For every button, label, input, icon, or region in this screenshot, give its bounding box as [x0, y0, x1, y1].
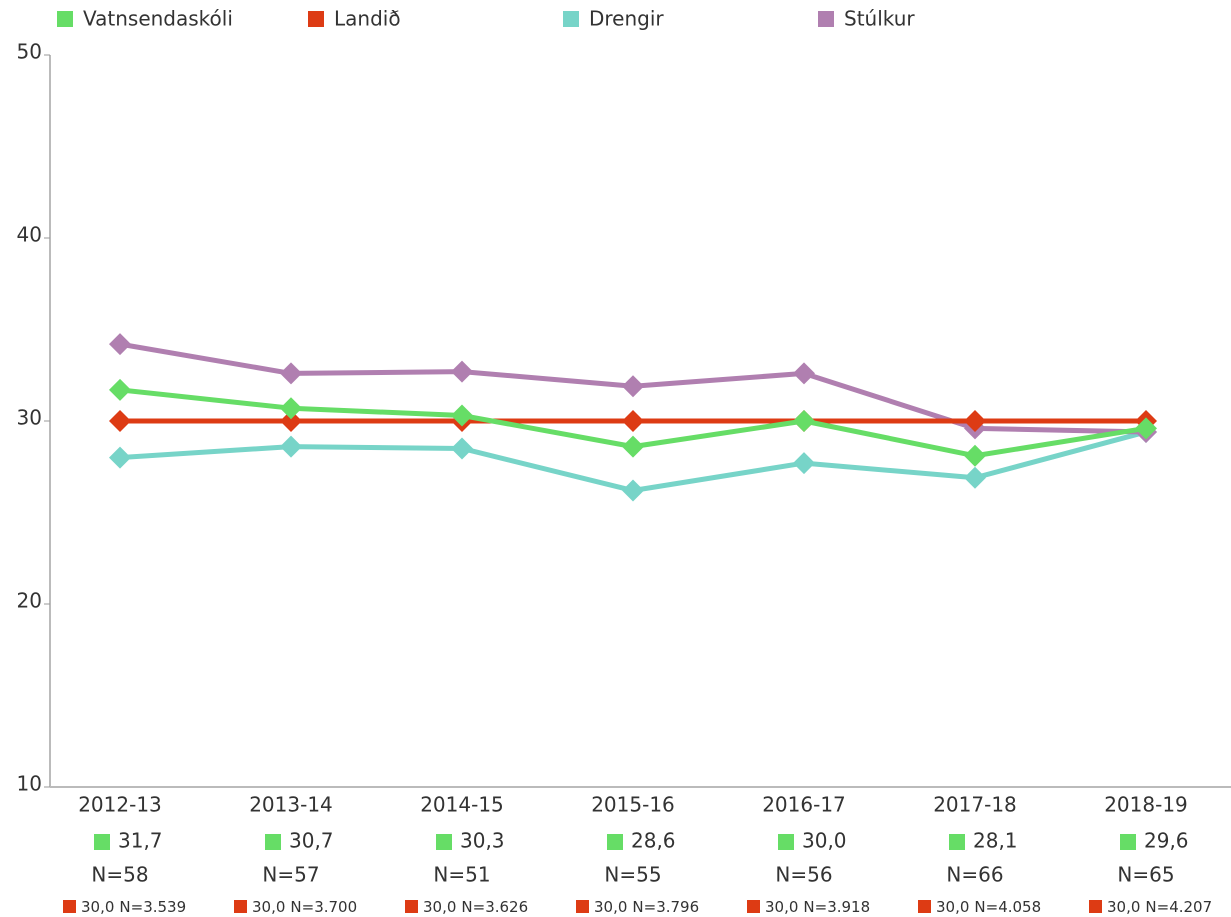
legend-swatch: [1089, 900, 1102, 913]
marker: [793, 410, 815, 432]
value-label: 30,0: [936, 898, 969, 916]
value-label: 30,0: [802, 829, 847, 853]
legend-swatch: [607, 834, 623, 850]
x-tick-label: 2012-13: [78, 793, 162, 817]
n-label: N=58: [91, 863, 148, 887]
value-label: 30,0: [252, 898, 285, 916]
marker: [622, 375, 644, 398]
legend-swatch: [747, 900, 760, 913]
x-tick-label: 2014-15: [420, 793, 504, 817]
value-label: 30,0: [765, 898, 798, 916]
marker: [109, 378, 131, 401]
value-label: 30,0: [1107, 898, 1140, 916]
marker: [622, 435, 644, 458]
marker: [109, 446, 131, 469]
legend-swatch: [308, 11, 324, 27]
marker: [622, 410, 644, 432]
value-label: 28,6: [631, 829, 676, 853]
marker: [1135, 417, 1157, 440]
value-label: 30,0: [594, 898, 627, 916]
marker: [793, 452, 815, 475]
legend-swatch: [576, 900, 589, 913]
marker: [622, 479, 644, 502]
landid-label: 30,0 N=3.539: [81, 898, 186, 916]
y-tick-label: 30: [17, 406, 42, 430]
marker: [793, 362, 815, 385]
n-label: N=3.539: [119, 898, 186, 916]
n-label: N=51: [433, 863, 490, 887]
n-label: N=57: [262, 863, 319, 887]
legend-swatch: [949, 834, 965, 850]
legend-label: Stúlkur: [844, 7, 915, 31]
landid-label: 30,0 N=3.626: [423, 898, 528, 916]
legend-swatch: [1120, 834, 1136, 850]
legend-swatch: [563, 11, 579, 27]
value-label: 28,1: [973, 829, 1018, 853]
landid-label: 30,0 N=4.058: [936, 898, 1041, 916]
n-label: N=3.918: [803, 898, 870, 916]
legend-swatch: [265, 834, 281, 850]
landid-label: 30,0 N=3.918: [765, 898, 870, 916]
legend-swatch: [57, 11, 73, 27]
legend-swatch: [405, 900, 418, 913]
x-tick-label: 2017-18: [933, 793, 1017, 817]
y-tick-label: 50: [17, 40, 42, 64]
legend-swatch: [94, 834, 110, 850]
n-label: N=4.058: [974, 898, 1041, 916]
n-label: N=4.207: [1145, 898, 1212, 916]
value-label: 30,0: [423, 898, 456, 916]
n-label: N=3.700: [290, 898, 357, 916]
legend-swatch: [778, 834, 794, 850]
n-label: N=55: [604, 863, 661, 887]
legend-swatch: [436, 834, 452, 850]
marker: [109, 410, 131, 432]
legend-swatch: [818, 11, 834, 27]
marker: [109, 333, 131, 356]
x-tick-label: 2018-19: [1104, 793, 1188, 817]
n-label: N=66: [946, 863, 1003, 887]
value-label: 31,7: [118, 829, 163, 853]
n-label: N=56: [775, 863, 832, 887]
x-tick-label: 2016-17: [762, 793, 846, 817]
x-tick-label: 2015-16: [591, 793, 675, 817]
n-label: N=65: [1117, 863, 1174, 887]
legend-label: Vatnsendaskóli: [83, 7, 233, 31]
value-label: 29,6: [1144, 829, 1189, 853]
marker: [451, 404, 473, 427]
marker: [964, 466, 986, 489]
y-tick-label: 20: [17, 589, 42, 613]
value-label: 30,0: [81, 898, 114, 916]
x-tick-label: 2013-14: [249, 793, 333, 817]
marker: [451, 360, 473, 383]
landid-label: 30,0 N=3.700: [252, 898, 357, 916]
n-label: N=3.796: [632, 898, 699, 916]
marker: [964, 444, 986, 467]
marker: [280, 435, 302, 458]
value-label: 30,3: [460, 829, 505, 853]
marker: [964, 410, 986, 432]
marker: [280, 362, 302, 385]
legend-swatch: [918, 900, 931, 913]
value-label: 30,7: [289, 829, 334, 853]
landid-label: 30,0 N=4.207: [1107, 898, 1212, 916]
legend-swatch: [63, 900, 76, 913]
legend-label: Landið: [334, 7, 401, 31]
marker: [451, 437, 473, 460]
marker: [280, 397, 302, 420]
n-label: N=3.626: [461, 898, 528, 916]
landid-label: 30,0 N=3.796: [594, 898, 699, 916]
marker: [280, 410, 302, 432]
legend-swatch: [234, 900, 247, 913]
y-tick-label: 10: [17, 772, 42, 796]
y-tick-label: 40: [17, 223, 42, 247]
legend-label: Drengir: [589, 7, 664, 31]
